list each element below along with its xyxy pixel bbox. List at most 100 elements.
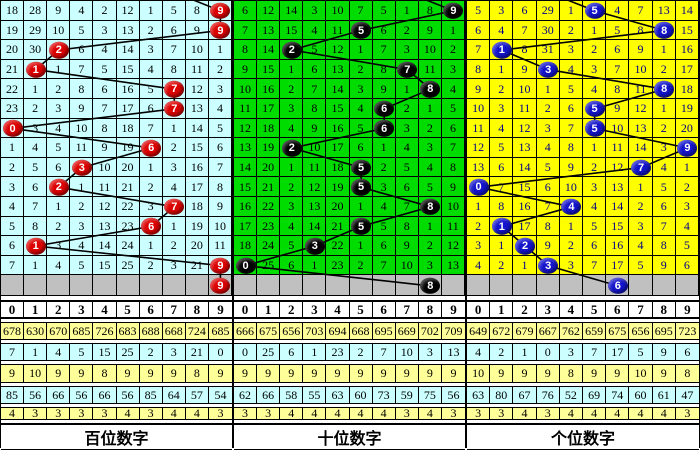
trend-cell: 10 <box>395 255 419 276</box>
trend-cell <box>280 40 304 60</box>
trend-cell <box>139 138 163 158</box>
trend-cell: 3 <box>395 40 419 60</box>
stats-cell: 4 <box>47 344 71 360</box>
trend-cell: 18 <box>116 118 140 139</box>
panel-title: 十位数字 <box>234 423 465 450</box>
trend-cell: 3 <box>583 177 607 197</box>
trend-cell: 3 <box>490 1 514 21</box>
trend-cell: 24 <box>257 236 281 256</box>
stats-cell: 47 <box>681 387 694 402</box>
trend-cell: 9 <box>70 98 94 119</box>
stats-cell: 675 <box>606 323 630 339</box>
trend-cell: 5 <box>441 98 465 119</box>
stats-cell: 9 <box>350 365 373 382</box>
trend-cell: 10 <box>418 40 442 60</box>
trend-cell: 1 <box>349 236 373 256</box>
trend-cell: 8 <box>234 40 258 60</box>
trend-cell: 15 <box>326 98 350 119</box>
trend-cell: 1 <box>139 236 163 256</box>
trend-cell: 11 <box>606 138 630 158</box>
trend-cell: 14 <box>185 118 209 139</box>
stats-cell: 63 <box>467 387 491 403</box>
trend-cell: 1 <box>303 255 327 276</box>
digit-header-cell: 2 <box>513 302 537 318</box>
trend-cell: 19 <box>257 138 281 158</box>
stats-cell: 726 <box>93 323 117 339</box>
trend-cell: 3 <box>418 138 442 158</box>
trend-cell: 2 <box>139 255 163 276</box>
stats-cell: 4 <box>373 408 396 419</box>
trend-cell: 1 <box>513 255 537 276</box>
stats-cell: 3 <box>163 344 186 360</box>
pending-row-cell <box>418 275 442 296</box>
stats-cell: 9 <box>396 365 419 382</box>
stats-cell: 1 <box>513 344 537 360</box>
trend-cell: 10 <box>208 216 232 237</box>
trend-cell <box>47 40 71 60</box>
trend-cell: 3 <box>162 157 186 178</box>
digit-header-cell: 8 <box>653 302 676 318</box>
trend-cell: 8 <box>70 79 94 99</box>
stats-cell: 9 <box>1 365 25 382</box>
pending-row-cell <box>606 275 630 296</box>
digit-header-cell: 1 <box>257 302 281 318</box>
trend-cell: 7 <box>606 59 630 80</box>
trend-cell: 17 <box>234 216 258 237</box>
stats-cell: 66 <box>47 387 71 403</box>
trend-cell: 19 <box>185 216 209 237</box>
stats-cell: 4 <box>629 408 653 419</box>
stats-cell: 0 <box>234 344 258 360</box>
stats-cell: 3 <box>140 408 163 419</box>
trend-area-hundreds: 18 28 9 4 2 12 1 5 8 19 29 10 5 3 13 2 6 9 20 30 6 4 14 3 7 10 1 21… <box>1 1 232 296</box>
stats-cell: 656 <box>280 323 304 339</box>
stats-row: 85 56 66 56 66 56 85 64 57 54 <box>1 386 232 404</box>
trend-cell: 7 <box>208 157 232 178</box>
trend-cell: 2 <box>395 20 419 41</box>
trend-cell: 1 <box>349 40 373 60</box>
trend-cell: 15 <box>185 138 209 158</box>
trend-cell: 11 <box>303 157 327 178</box>
stats-cell: 4 <box>1 408 25 419</box>
trend-cell: 8 <box>536 216 560 237</box>
stats-cell: 9 <box>280 365 304 382</box>
trend-cell: 1 <box>70 177 94 197</box>
trend-cell: 6 <box>583 236 607 256</box>
trend-cell <box>162 196 186 217</box>
stats-cell: 10 <box>629 365 653 382</box>
trend-cell: 6 <box>303 59 327 80</box>
trend-cell: 12 <box>513 118 537 139</box>
trend-cell: 1 <box>652 40 676 60</box>
stats-cell: 9 <box>70 365 94 382</box>
trend-cell: 5 <box>372 216 396 237</box>
stats-cell: 3 <box>257 408 281 419</box>
digit-header-cell: 5 <box>117 302 140 318</box>
trend-cell: 7 <box>652 216 676 237</box>
trend-cell: 2 <box>441 40 465 60</box>
panel-tens-digit: 6 12 14 3 10 7 5 1 8 7 13 15 4 11 6 2 9 1 8 14 5 12 1 7 3 10 2 9 15 1… <box>234 1 467 450</box>
pending-row-cell <box>93 275 117 296</box>
stats-cell: 8 <box>560 365 583 382</box>
stats-cell: 3 <box>217 408 224 419</box>
pending-row-cell <box>559 275 583 296</box>
stats-cell: 75 <box>419 387 442 403</box>
trend-cell: 9 <box>395 236 419 256</box>
stats-cell: 10 <box>396 344 419 360</box>
trend-cell: 15 <box>675 20 699 41</box>
stats-table: 666 675 656 703 694 668 695 669 702 709 0 25 6 1 23 2 7 1… <box>234 319 465 420</box>
stats-cell: 56 <box>24 387 48 403</box>
trend-cell: 23 <box>326 255 350 276</box>
trend-cell: 5 <box>93 59 117 80</box>
stats-cell: 52 <box>560 387 583 403</box>
trend-cell: 1 <box>349 196 373 217</box>
trend-cell: 4 <box>441 79 465 99</box>
stats-cell: 9 <box>537 365 560 382</box>
trend-cell: 7 <box>1 255 25 276</box>
trend-cell: 15 <box>257 59 281 80</box>
stats-cell: 80 <box>490 387 514 403</box>
trend-cell: 4 <box>280 216 304 237</box>
trend-cell: 5 <box>208 118 232 139</box>
trend-cell: 13 <box>606 177 630 197</box>
trend-cell: 21 <box>257 177 281 197</box>
trend-cell: 11 <box>513 98 537 119</box>
trend-cell: 3 <box>208 79 232 99</box>
